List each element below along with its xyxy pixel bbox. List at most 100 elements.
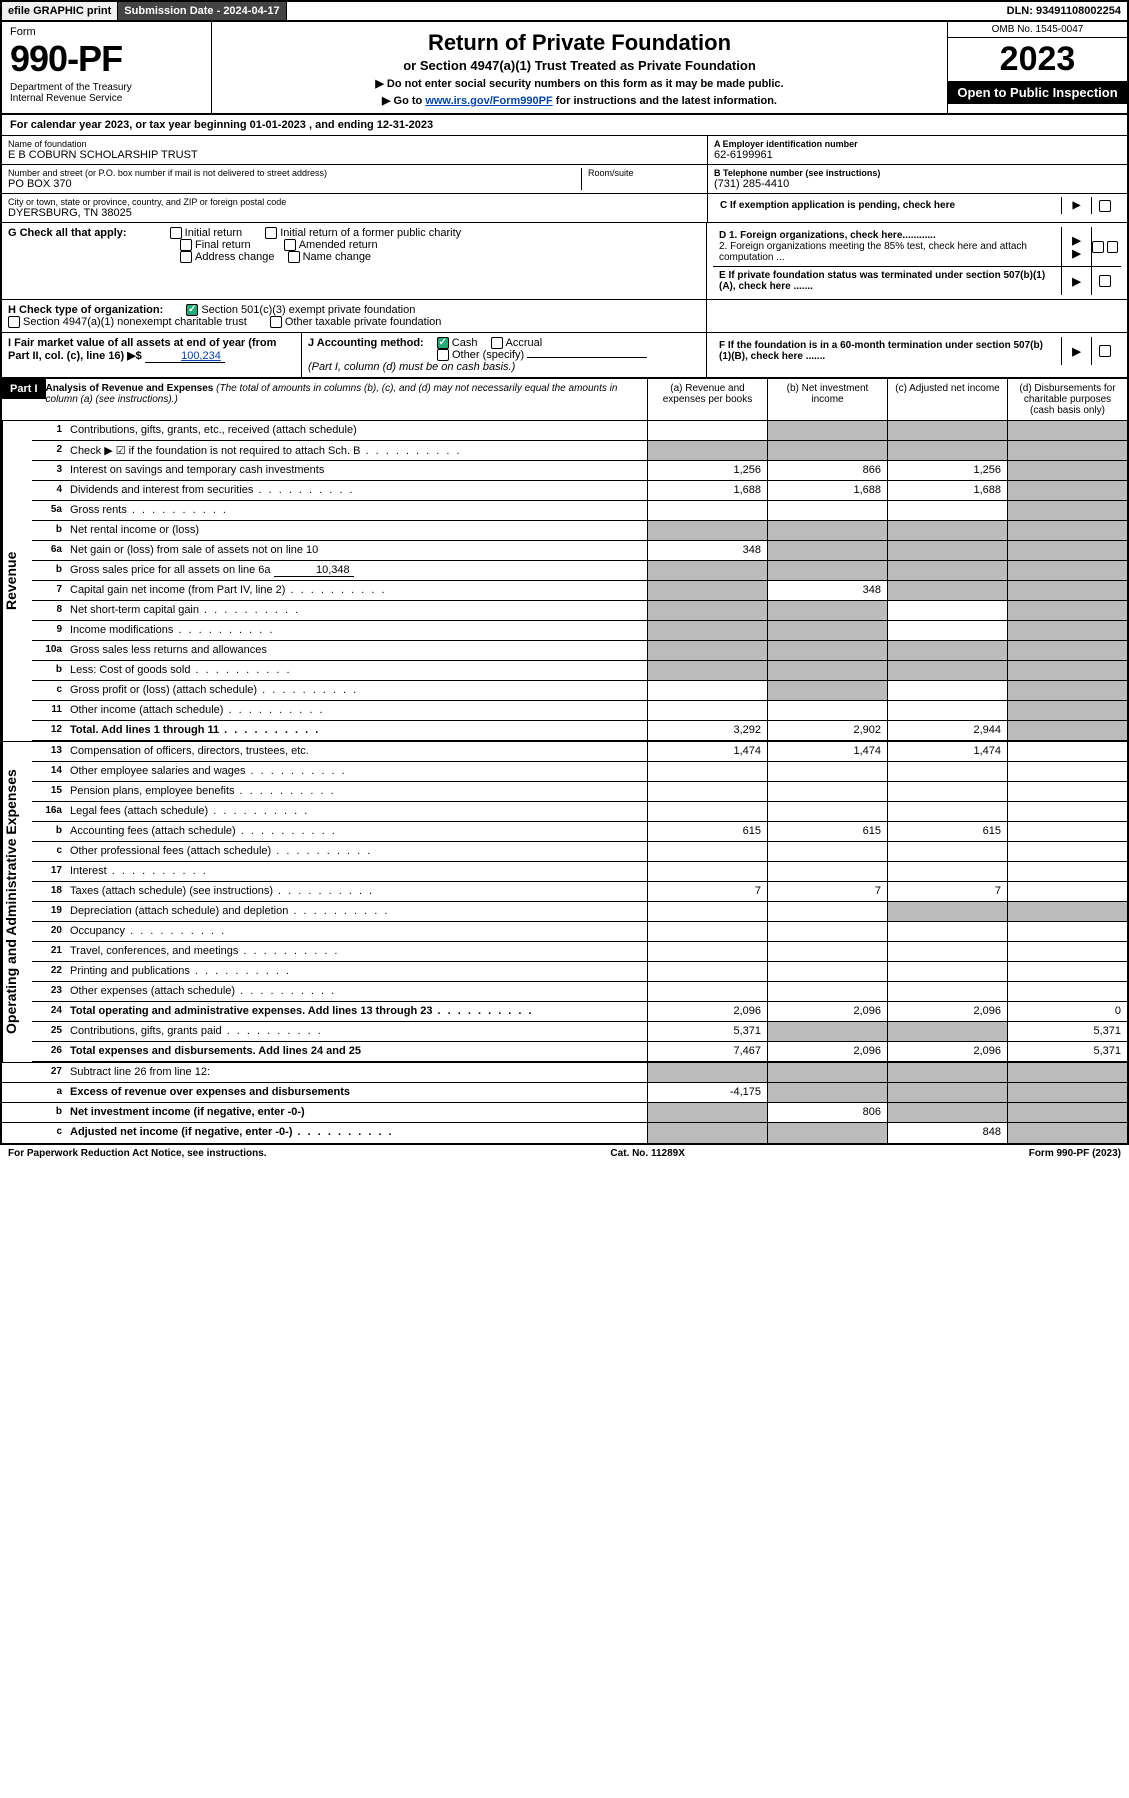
calendar-year-row: For calendar year 2023, or tax year begi… bbox=[2, 115, 1127, 136]
g-address-checkbox[interactable] bbox=[180, 251, 192, 263]
i-label: I Fair market value of all assets at end… bbox=[8, 337, 276, 362]
l5b-a bbox=[647, 521, 767, 540]
l1-c bbox=[887, 421, 1007, 440]
l5a-d bbox=[1007, 501, 1127, 520]
l27c-a bbox=[647, 1123, 767, 1143]
part1-header-row: Part I Analysis of Revenue and Expenses … bbox=[2, 377, 1127, 421]
g-amended-checkbox[interactable] bbox=[284, 239, 296, 251]
j-other-field[interactable] bbox=[527, 357, 647, 358]
tax-year: 2023 bbox=[948, 38, 1127, 81]
h-4947-checkbox[interactable] bbox=[8, 316, 20, 328]
l5a-b bbox=[767, 501, 887, 520]
l18-b: 7 bbox=[767, 882, 887, 901]
l20-text: Occupancy bbox=[70, 925, 125, 937]
l27-b bbox=[767, 1063, 887, 1082]
l10a-a bbox=[647, 641, 767, 660]
j-other: Other (specify) bbox=[452, 349, 524, 361]
i-j-row: I Fair market value of all assets at end… bbox=[2, 333, 1127, 377]
l8-desc: Net short-term capital gain bbox=[66, 601, 647, 620]
h-section: H Check type of organization: Section 50… bbox=[2, 300, 707, 332]
line-24: 24Total operating and administrative exp… bbox=[32, 1002, 1127, 1022]
line-10c: cGross profit or (loss) (attach schedule… bbox=[32, 681, 1127, 701]
line-1: 1Contributions, gifts, grants, etc., rec… bbox=[32, 421, 1127, 441]
l27b-d bbox=[1007, 1103, 1127, 1122]
l5a-c bbox=[887, 501, 1007, 520]
j-note: (Part I, column (d) must be on cash basi… bbox=[308, 361, 515, 373]
f-checkbox[interactable] bbox=[1099, 345, 1111, 357]
l22-desc: Printing and publications bbox=[66, 962, 647, 981]
l27c-b bbox=[767, 1123, 887, 1143]
l19-d bbox=[1007, 902, 1127, 921]
d-section: D 1. Foreign organizations, check here..… bbox=[707, 223, 1127, 299]
line-4: 4Dividends and interest from securities1… bbox=[32, 481, 1127, 501]
l8-d bbox=[1007, 601, 1127, 620]
l10a-desc: Gross sales less returns and allowances bbox=[66, 641, 647, 660]
h-501c3-checkbox[interactable] bbox=[186, 304, 198, 316]
d1-checkbox[interactable] bbox=[1092, 241, 1104, 253]
l4-a: 1,688 bbox=[647, 481, 767, 500]
l9-d bbox=[1007, 621, 1127, 640]
l26-desc: Total expenses and disbursements. Add li… bbox=[66, 1042, 647, 1061]
l16a-b bbox=[767, 802, 887, 821]
l21-a bbox=[647, 942, 767, 961]
l10c-desc: Gross profit or (loss) (attach schedule) bbox=[66, 681, 647, 700]
l27a-desc: Excess of revenue over expenses and disb… bbox=[66, 1083, 647, 1102]
l21-d bbox=[1007, 942, 1127, 961]
d2-checkbox[interactable] bbox=[1107, 241, 1119, 253]
revenue-lines: 1Contributions, gifts, grants, etc., rec… bbox=[32, 421, 1127, 741]
l23-b bbox=[767, 982, 887, 1001]
g-final-checkbox[interactable] bbox=[180, 239, 192, 251]
g-initial-checkbox[interactable] bbox=[170, 227, 182, 239]
line-16a: 16aLegal fees (attach schedule) bbox=[32, 802, 1127, 822]
l24-a: 2,096 bbox=[647, 1002, 767, 1021]
l5b-c bbox=[887, 521, 1007, 540]
ein-value: 62-6199961 bbox=[714, 149, 1121, 161]
g-name-checkbox[interactable] bbox=[288, 251, 300, 263]
l10c-c bbox=[887, 681, 1007, 700]
l18-a: 7 bbox=[647, 882, 767, 901]
l3-b: 866 bbox=[767, 461, 887, 480]
name-cell: Name of foundation E B COBURN SCHOLARSHI… bbox=[2, 136, 707, 165]
l27-d bbox=[1007, 1063, 1127, 1082]
j-accrual-checkbox[interactable] bbox=[491, 337, 503, 349]
l17-d bbox=[1007, 862, 1127, 881]
l18-text: Taxes (attach schedule) (see instruction… bbox=[70, 885, 273, 897]
arrow-icon: ▶ bbox=[1072, 345, 1080, 358]
l20-b bbox=[767, 922, 887, 941]
l16b-b: 615 bbox=[767, 822, 887, 841]
ein-cell: A Employer identification number 62-6199… bbox=[708, 136, 1127, 165]
l6a-a: 348 bbox=[647, 541, 767, 560]
l26-b: 2,096 bbox=[767, 1042, 887, 1061]
l25-d: 5,371 bbox=[1007, 1022, 1127, 1041]
line-27: 27Subtract line 26 from line 12: bbox=[2, 1063, 1127, 1083]
l18-desc: Taxes (attach schedule) (see instruction… bbox=[66, 882, 647, 901]
j-cash-checkbox[interactable] bbox=[437, 337, 449, 349]
l21-c bbox=[887, 942, 1007, 961]
l16b-text: Accounting fees (attach schedule) bbox=[70, 825, 236, 837]
l20-a bbox=[647, 922, 767, 941]
l22-d bbox=[1007, 962, 1127, 981]
omb-number: OMB No. 1545-0047 bbox=[948, 22, 1127, 38]
l8-c bbox=[887, 601, 1007, 620]
l7-text: Capital gain net income (from Part IV, l… bbox=[70, 584, 285, 596]
l10a-b bbox=[767, 641, 887, 660]
i-fmv-value[interactable]: 100,234 bbox=[145, 350, 225, 363]
efile-print-button[interactable]: efile GRAPHIC print bbox=[2, 2, 118, 20]
l4-desc: Dividends and interest from securities bbox=[66, 481, 647, 500]
l10b-c bbox=[887, 661, 1007, 680]
l6b-a bbox=[647, 561, 767, 580]
g-initial-former-checkbox[interactable] bbox=[265, 227, 277, 239]
c-checkbox[interactable] bbox=[1099, 200, 1111, 212]
f-section: F If the foundation is in a 60-month ter… bbox=[707, 333, 1127, 377]
l15-d bbox=[1007, 782, 1127, 801]
city-label: City or town, state or province, country… bbox=[8, 197, 701, 207]
goto-link[interactable]: www.irs.gov/Form990PF bbox=[425, 95, 552, 107]
d1-label: D 1. Foreign organizations, check here..… bbox=[713, 227, 1061, 266]
l6b-d bbox=[1007, 561, 1127, 580]
h-other-checkbox[interactable] bbox=[270, 316, 282, 328]
l2-c bbox=[887, 441, 1007, 460]
line-7: 7Capital gain net income (from Part IV, … bbox=[32, 581, 1127, 601]
form-word: Form bbox=[10, 26, 203, 38]
e-checkbox[interactable] bbox=[1099, 275, 1111, 287]
j-other-checkbox[interactable] bbox=[437, 349, 449, 361]
